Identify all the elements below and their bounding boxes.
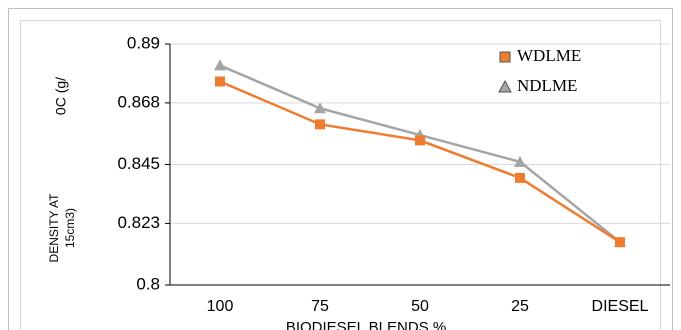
- x-tick-label: 75: [311, 298, 329, 315]
- y-tick-label: 0.8: [136, 274, 160, 293]
- legend-label: NDLME: [517, 76, 577, 95]
- x-axis-label: BIODIESEL BLENDS %: [286, 319, 446, 330]
- y-axis-label: DENSITY AT: [47, 193, 61, 263]
- point: [514, 155, 526, 167]
- point: [214, 59, 226, 71]
- point: [515, 172, 525, 183]
- series-line: [219, 80, 621, 244]
- y-axis-label: 15cm3): [63, 208, 77, 248]
- legend-swatch: [498, 79, 512, 93]
- x-tick-label: 100: [207, 298, 234, 315]
- point: [315, 119, 325, 130]
- legend-label: WDLME: [517, 46, 581, 65]
- y-axis-label: 0C (g/: [53, 77, 69, 115]
- y-tick-label: 0.868: [117, 92, 160, 111]
- y-tick-label: 0.89: [127, 33, 160, 52]
- legend-swatch: [499, 51, 511, 63]
- point: [314, 102, 326, 114]
- x-tick-label: 50: [411, 298, 429, 315]
- x-tick-label: 25: [511, 298, 529, 315]
- point: [615, 237, 625, 248]
- chart-frame: [8, 8, 673, 330]
- x-tick-label: DIESEL: [592, 298, 649, 315]
- point: [415, 135, 425, 146]
- y-tick-label: 0.845: [117, 154, 160, 173]
- point: [215, 76, 225, 87]
- plot-frame: [20, 20, 661, 330]
- y-tick-label: 0.823: [117, 213, 160, 232]
